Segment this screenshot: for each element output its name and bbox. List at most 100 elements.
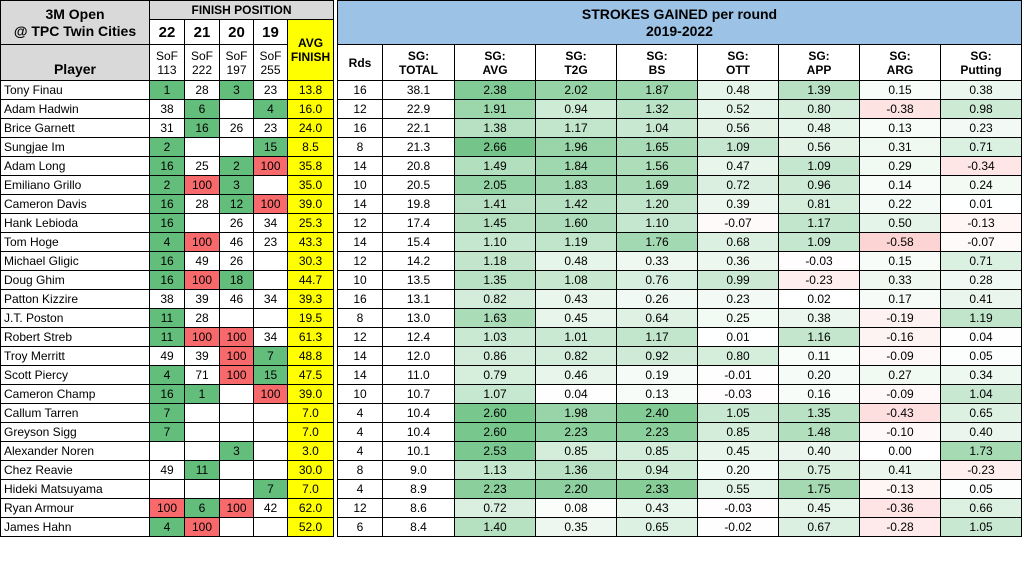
- rounds-cell: 16: [337, 80, 383, 100]
- sg-putting-cell: 1.73: [940, 441, 1022, 461]
- rds-header: Rds: [337, 44, 383, 81]
- table-row: Michael Gligic 16 49 26 30.3 12 14.2 1.18 0.48 0.…: [0, 251, 1022, 271]
- finish-cell: [219, 384, 254, 404]
- sg-arg-cell: 0.41: [859, 460, 941, 480]
- table-row: Alexander Noren 3 3.0 4 10.1 2.53 0.85 0.85 0.45…: [0, 441, 1022, 461]
- finish-cell: 100: [219, 327, 254, 347]
- sg-prefix: SG:: [727, 48, 749, 63]
- sg-putting-cell: 0.71: [940, 251, 1022, 271]
- rounds-cell: 8: [337, 460, 383, 480]
- sg-ott-cell: -0.03: [697, 498, 779, 518]
- sg-bs-cell: 0.33: [616, 251, 698, 271]
- sg-putting-cell: 0.41: [940, 289, 1022, 309]
- finish-cell: [184, 403, 220, 423]
- table-row: Patton Kizzire 38 39 46 34 39.3 16 13.1 0.82 0.43…: [0, 289, 1022, 309]
- player-name: Troy Merritt: [0, 346, 150, 366]
- column-gap: [333, 194, 338, 214]
- sg-t2g-cell: 1.60: [535, 213, 617, 233]
- finish-cell: 46: [219, 232, 254, 252]
- finish-cell: 34: [253, 213, 288, 233]
- sg-arg-cell: 0.50: [859, 213, 941, 233]
- sg-app-cell: -0.03: [778, 251, 860, 271]
- sg-bs-cell: 1.76: [616, 232, 698, 252]
- column-gap: [333, 422, 338, 442]
- sg-ott-cell: 0.72: [697, 175, 779, 195]
- sg-t2g-cell: 2.23: [535, 422, 617, 442]
- avg-finish-cell: 7.0: [287, 422, 334, 442]
- finish-cell: [219, 137, 254, 157]
- sg-t2g-cell: 1.83: [535, 175, 617, 195]
- sg-avg-cell: 0.79: [454, 365, 536, 385]
- sg-putting-cell: 0.38: [940, 80, 1022, 100]
- finish-cell: 26: [219, 213, 254, 233]
- finish-cell: 100: [184, 327, 220, 347]
- sof-value: 255: [260, 62, 281, 77]
- sg-total-cell: 22.1: [382, 118, 455, 138]
- strokes-gained-header: STROKES GAINED per round 2019-2022: [337, 0, 1022, 45]
- sg-ott-cell: 0.45: [697, 441, 779, 461]
- finish-cell: 49: [149, 346, 185, 366]
- avg-finish-cell: 24.0: [287, 118, 334, 138]
- avg-finish-cell: 7.0: [287, 479, 334, 499]
- sg-bs-cell: 0.13: [616, 384, 698, 404]
- finish-cell: [253, 270, 288, 290]
- sg-total-cell: 10.4: [382, 422, 455, 442]
- rounds-cell: 6: [337, 517, 383, 537]
- sg-col-name: Putting: [960, 62, 1002, 77]
- finish-cell: 46: [219, 289, 254, 309]
- finish-cell: [253, 517, 288, 537]
- sg-total-cell: 20.8: [382, 156, 455, 176]
- sg-avg-cell: 2.38: [454, 80, 536, 100]
- avg-finish-line1: AVG: [297, 36, 324, 50]
- sg-app-cell: 0.80: [778, 99, 860, 119]
- sg-putting-cell: 1.19: [940, 308, 1022, 328]
- sg-t2g-cell: 1.19: [535, 232, 617, 252]
- sg-bs-cell: 0.64: [616, 308, 698, 328]
- avg-finish-line2: FINISH: [290, 50, 331, 64]
- player-name: Hank Lebioda: [0, 213, 150, 233]
- rounds-cell: 12: [337, 251, 383, 271]
- finish-cell: 34: [253, 289, 288, 309]
- sg-arg-cell: -0.28: [859, 517, 941, 537]
- sg-prefix: SG:: [565, 48, 587, 63]
- table-row: Callum Tarren 7 7.0 4 10.4 2.60 1.98 2.40 1.05 1.…: [0, 403, 1022, 423]
- finish-cell: 18: [219, 270, 254, 290]
- sg-total-cell: 10.1: [382, 441, 455, 461]
- sg-bs-cell: 0.19: [616, 365, 698, 385]
- sg-app-cell: 0.02: [778, 289, 860, 309]
- sof-value: 113: [157, 62, 177, 77]
- finish-cell: [184, 441, 220, 461]
- sg-ott-cell: 0.23: [697, 289, 779, 309]
- column-gap: [333, 403, 338, 423]
- table-row: Brice Garnett 31 16 26 23 24.0 16 22.1 1.38 1.17 1…: [0, 118, 1022, 138]
- avg-finish-header: AVG FINISH: [287, 19, 334, 81]
- player-name: Hideki Matsuyama: [0, 479, 150, 499]
- sg-prefix: SG:: [407, 48, 430, 63]
- sg-arg-cell: -0.16: [859, 327, 941, 347]
- finish-cell: 6: [184, 99, 220, 119]
- sg-t2g-cell: 1.96: [535, 137, 617, 157]
- sg-ott-cell: -0.07: [697, 213, 779, 233]
- sg-app-cell: 0.75: [778, 460, 860, 480]
- rounds-cell: 4: [337, 479, 383, 499]
- sg-t2g-cell: 1.08: [535, 270, 617, 290]
- sg-avg-cell: 2.05: [454, 175, 536, 195]
- sg-app-cell: 1.09: [778, 232, 860, 252]
- sg-prefix: SG:: [970, 48, 992, 63]
- column-gap: [333, 460, 338, 480]
- finish-cell: [219, 403, 254, 423]
- table-row: Doug Ghim 16 100 18 44.7 10 13.5 1.35 1.08 0.76 0.…: [0, 270, 1022, 290]
- finish-cell: 15: [253, 365, 288, 385]
- avg-finish-cell: 39.0: [287, 384, 334, 404]
- sg-ott-header: SG: OTT: [697, 44, 779, 81]
- sg-arg-cell: -0.19: [859, 308, 941, 328]
- player-name: Brice Garnett: [0, 118, 150, 138]
- sg-t2g-cell: 1.17: [535, 118, 617, 138]
- sg-ott-cell: -0.03: [697, 384, 779, 404]
- finish-cell: 3: [219, 80, 254, 100]
- finish-cell: 100: [149, 498, 185, 518]
- sg-arg-cell: -0.58: [859, 232, 941, 252]
- player-name: Adam Long: [0, 156, 150, 176]
- sg-bs-cell: 2.40: [616, 403, 698, 423]
- finish-cell: 2: [219, 156, 254, 176]
